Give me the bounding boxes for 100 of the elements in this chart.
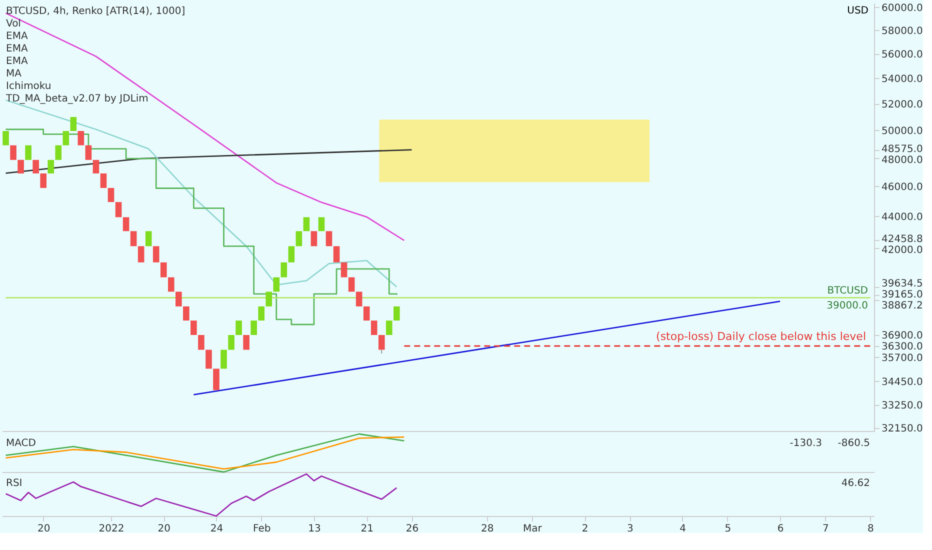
candlestick — [78, 130, 84, 146]
candlestick — [228, 335, 234, 350]
x-tick-label: 2022 — [98, 524, 124, 534]
y-tick-label: 50000.0 — [882, 126, 923, 137]
candlestick — [348, 277, 355, 292]
y-tick-label: 48000.0 — [882, 154, 923, 166]
candlestick — [70, 116, 77, 131]
candlestick — [92, 160, 100, 174]
candlestick — [250, 320, 257, 336]
y-tick-label: 58000.0 — [882, 26, 923, 37]
candlestick — [258, 306, 264, 321]
candlestick — [213, 368, 220, 390]
y-tick-label: 36900.0 — [882, 330, 923, 342]
candlestick — [318, 217, 325, 232]
candlestick — [176, 292, 182, 306]
candlestick — [370, 320, 378, 336]
y-tick-label: 39165.0 — [882, 289, 923, 300]
candlestick — [62, 130, 70, 146]
x-tick-label: 7 — [822, 524, 829, 534]
y-tick-label: 34450.0 — [882, 376, 923, 388]
y-tick-label: 60000.0 — [882, 2, 923, 14]
y-tick-label: 42000.0 — [882, 245, 923, 256]
x-tick-label: 6 — [777, 524, 784, 534]
y-axis-title: USD — [847, 6, 869, 16]
candlestick — [100, 173, 107, 188]
x-tick-label: 2 — [582, 524, 588, 534]
candlestick — [160, 262, 167, 278]
x-tick-label: 20 — [158, 524, 170, 534]
x-tick-label: 13 — [308, 524, 321, 534]
candlestick — [130, 231, 137, 246]
x-tick-label: 26 — [406, 524, 419, 534]
annotation: Vol — [6, 18, 21, 30]
x-tick-label: 8 — [868, 524, 874, 534]
annotation: RSI — [6, 478, 22, 489]
candlestick — [340, 262, 348, 278]
y-tick-label: 42458.8 — [882, 234, 923, 246]
y-tick-label: 32150.0 — [882, 423, 923, 434]
candlestick — [356, 292, 362, 306]
candlestick — [206, 350, 212, 369]
candlestick — [280, 262, 288, 278]
annotation: 46.62 — [841, 478, 870, 489]
candlestick — [115, 202, 122, 218]
candlestick — [288, 246, 295, 262]
x-tick-label: Mar — [523, 524, 543, 534]
y-tick-label: 38867.2 — [882, 300, 923, 312]
chart-title: BTCUSD, 4h, Renko [ATR(14), 1000] — [6, 6, 186, 17]
candlestick — [333, 246, 340, 262]
x-tick-label: 20 — [37, 524, 50, 534]
x-tick-label: 5 — [724, 524, 732, 534]
candlestick — [122, 217, 130, 232]
candlestick — [10, 145, 16, 160]
candlestick — [183, 306, 190, 321]
x-tick-label: 3 — [627, 524, 634, 534]
candlestick — [55, 145, 62, 160]
y-tick-label: 44000.0 — [882, 212, 923, 223]
y-tick-label: 56000.0 — [882, 49, 923, 60]
candlestick — [220, 350, 227, 369]
candlestick — [32, 160, 39, 174]
candlestick — [40, 173, 46, 188]
annotation: Ichimoku — [6, 81, 52, 92]
candlestick — [152, 246, 160, 262]
candlestick — [85, 145, 92, 160]
candlestick — [266, 292, 272, 306]
y-tick-label: 48575.0 — [882, 144, 923, 155]
y-tick-label: 46000.0 — [882, 182, 923, 193]
candlestick — [296, 231, 302, 246]
annotation: -130.3 — [790, 438, 822, 449]
candlestick — [273, 277, 280, 292]
series-label: BTCUSD — [827, 286, 868, 297]
candlestick — [168, 277, 174, 292]
y-tick-label: 33250.0 — [882, 400, 923, 412]
candlestick — [25, 145, 32, 160]
annotation: EMA — [6, 44, 28, 54]
candlestick — [236, 320, 242, 336]
candlestick — [48, 160, 54, 174]
x-tick-label: 28 — [480, 524, 494, 534]
annotation: TD_MA_beta_v2.07 by JDLim — [5, 94, 148, 104]
y-tick-label: 52000.0 — [882, 99, 923, 110]
candlestick — [394, 306, 400, 321]
candlestick — [108, 188, 114, 202]
candlestick — [303, 217, 310, 232]
annotation: MA — [6, 68, 22, 80]
candlestick — [378, 335, 385, 354]
y-tick-label: 39634.5 — [882, 278, 923, 290]
candlestick — [18, 160, 24, 174]
x-tick-label: 4 — [680, 524, 686, 534]
y-tick-label: 35700.0 — [882, 352, 923, 364]
x-tick-label: Feb — [252, 524, 271, 534]
candlestick — [326, 231, 332, 246]
candlestick — [190, 320, 197, 336]
candlestick — [145, 231, 152, 246]
y-tick-label: 36300.0 — [882, 342, 923, 353]
candlestick — [243, 335, 250, 350]
x-tick-label: 21 — [360, 524, 374, 534]
annotation: MACD — [6, 438, 36, 449]
ref-line-label: (stop-loss) Daily close below this level — [656, 330, 866, 344]
candlestick — [386, 320, 392, 336]
x-tick-label: 24 — [210, 524, 224, 534]
annotation: EMA — [6, 31, 28, 42]
candlestick — [363, 306, 370, 321]
